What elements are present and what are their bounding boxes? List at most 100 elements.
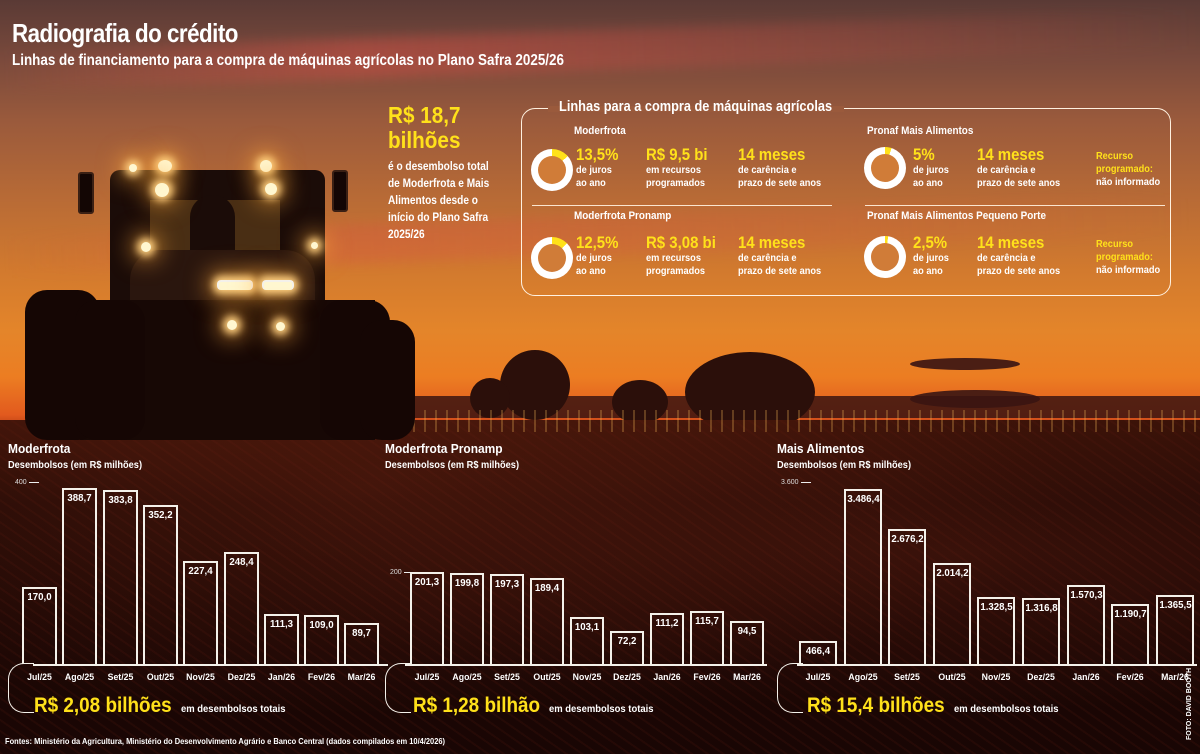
bar: 89,7 (344, 623, 380, 664)
bar-value-label: 170,0 (27, 591, 52, 604)
mirror-right (332, 170, 348, 212)
resources-label: em recursos (646, 252, 701, 264)
x-axis-label: Out/25 (938, 672, 966, 683)
x-axis-label: Fev/26 (1116, 672, 1144, 683)
x-axis-label: Out/25 (146, 672, 174, 683)
bar: 383,8 (102, 490, 138, 664)
chart-title: Moderfrota (8, 441, 71, 456)
x-axis-baseline (33, 664, 388, 666)
rate-donut-icon (531, 237, 573, 279)
chart-total: R$ 2,08 bilhões em desembolsos totais (34, 694, 297, 718)
total-amount: R$ 15,4 bilhões (807, 694, 945, 717)
rate-stat: 12,5% de juros ao ano (576, 233, 618, 278)
bar-value-label: 111,2 (655, 617, 679, 630)
rate-donut-icon (864, 236, 906, 278)
wheel-right (360, 320, 415, 440)
bar-value-label: 2.014,2 (936, 566, 969, 579)
line-name-pronaf-mais-alimentos: Pronaf Mais Alimentos (867, 125, 974, 137)
rate-donut-icon (531, 149, 573, 191)
bar: 103,1 (570, 617, 604, 664)
cloud-silhouette (910, 358, 1020, 370)
bar-value-label: 248,4 (228, 555, 254, 568)
resources-note-line: não informado (1096, 176, 1161, 188)
bar-value-label: 89,7 (352, 627, 372, 640)
total-amount: R$ 1,28 bilhão (413, 694, 541, 717)
callout-desc-line: início do Plano Safra (388, 212, 489, 224)
x-axis-label: Nov/25 (186, 672, 216, 683)
rate-donut-icon (864, 147, 906, 189)
bar: 111,2 (650, 613, 684, 664)
chart-y-label: Desembolsos (em R$ milhões) (385, 459, 520, 471)
bar: 197,3 (490, 574, 524, 664)
rate-label: de juros (913, 252, 949, 264)
bar: 1.328,5 (977, 597, 1016, 664)
line-name-moderfrota: Moderfrota (574, 125, 626, 137)
sources-footnote: Fontes: Ministério da Agricultura, Minis… (5, 736, 446, 746)
mirror-left (78, 172, 94, 214)
headlight (311, 242, 318, 249)
x-axis-label: Jan/26 (267, 672, 295, 683)
rate-label: de juros (913, 164, 949, 176)
bar-value-label: 199,8 (454, 577, 480, 590)
x-axis-label: Fev/26 (693, 672, 721, 683)
grace-label: prazo de sete anos (738, 265, 822, 277)
callout-amount: R$ 18,7 (388, 102, 461, 128)
rate-label: de juros (576, 252, 612, 264)
x-axis-label: Dez/25 (1027, 672, 1055, 683)
bar-value-label: 1.365,5 (1159, 599, 1192, 612)
y-axis-tick: 200 (390, 569, 414, 576)
x-axis-label: Mar/26 (1160, 672, 1189, 683)
bar: 352,2 (142, 504, 178, 664)
total-amount: R$ 2,08 bilhões (34, 694, 172, 717)
bar-value-label: 1.328,5 (980, 601, 1013, 614)
bar: 1.365,5 (1155, 595, 1194, 664)
bar: 248,4 (223, 551, 259, 664)
headlight (276, 322, 285, 331)
grace-label: de carência e (738, 164, 797, 176)
headlight (158, 160, 172, 172)
grace-stat: 14 meses de carência e prazo de sete ano… (977, 145, 1060, 190)
x-axis-label: Nov/25 (982, 672, 1011, 683)
photo-credit: FOTO: DAVID BOOTH (1186, 667, 1193, 740)
bar: 94,5 (730, 621, 764, 664)
bar: 1.316,8 (1022, 597, 1060, 664)
grace-value: 14 meses (977, 233, 1045, 252)
tree-silhouette (470, 378, 510, 418)
bar: 3.486,4 (843, 488, 882, 664)
rate-label: ao ano (913, 265, 943, 277)
panel-title: Linhas para a compra de máquinas agrícol… (559, 99, 833, 115)
resources-note-line: programado: (1096, 163, 1153, 175)
resources-note-line: Recurso (1096, 238, 1133, 250)
x-axis-label: Jul/25 (27, 672, 52, 683)
resources-value: R$ 3,08 bi (646, 233, 716, 252)
rate-stat: 2,5% de juros ao ano (913, 233, 949, 278)
callout-unit: bilhões (388, 127, 461, 153)
bar-value-label: 1.316,8 (1025, 601, 1058, 614)
x-axis-label: Ago/25 (65, 672, 95, 683)
x-axis-label: Set/25 (107, 672, 133, 683)
bar-value-label: 1.570,3 (1069, 589, 1103, 602)
resources-label: programados (646, 177, 706, 189)
resources-note-line: programado: (1096, 251, 1153, 263)
x-axis-label: Mar/26 (348, 672, 376, 683)
grace-stat: 14 meses de carência e prazo de sete ano… (738, 233, 821, 278)
bar-group: 466,4 3.486,4 2.676,2 2.014,2 1.328,5 1.316,8… (777, 483, 1200, 664)
chart-moderfrota-pronamp: Moderfrota Pronamp Desembolsos (em R$ mi… (385, 441, 770, 726)
x-axis-baseline (405, 664, 767, 666)
x-axis-label: Fev/26 (307, 672, 336, 683)
page-subtitle: Linhas de financiamento para a compra de… (12, 52, 564, 69)
total-label: em desembolsos totais (181, 703, 286, 715)
bar-value-label: 383,8 (108, 494, 133, 507)
x-axis-label: Mar/26 (733, 672, 761, 683)
resources-stat: R$ 9,5 bi em recursos programados (646, 145, 708, 190)
tree-silhouette (612, 380, 668, 424)
x-axis-label: Jul/25 (805, 672, 831, 683)
bar: 111,3 (263, 613, 299, 664)
resources-note-line: não informado (1096, 264, 1161, 276)
grace-label: de carência e (738, 252, 797, 264)
x-axis-label: Set/25 (494, 672, 520, 683)
callout-desc-line: de Moderfrota e Mais (388, 178, 490, 190)
resources-note: Recurso programado: não informado (1096, 150, 1160, 189)
bar: 72,2 (610, 631, 644, 664)
rate-label: ao ano (576, 177, 606, 189)
